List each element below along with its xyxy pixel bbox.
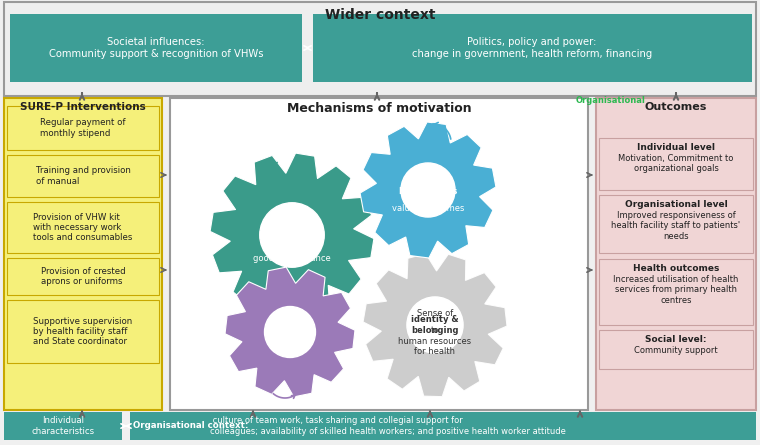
Text: Organisational: Organisational [576, 96, 646, 105]
Bar [7, 155, 159, 197]
Text: Sense of: Sense of [417, 308, 453, 317]
Text: Outcomes: Outcomes [644, 102, 708, 112]
Bar [170, 98, 588, 410]
Text: Motivation, Commitment to
organizational goals: Motivation, Commitment to organizational… [619, 154, 733, 174]
Text: Provision of VHW kit
with necessary work
tools and consumables: Provision of VHW kit with necessary work… [33, 213, 133, 243]
Text: Increased utilisation of health
services from primary health
centres: Increased utilisation of health services… [613, 275, 739, 305]
Text: SURE-P Interventions: SURE-P Interventions [20, 102, 146, 112]
Text: culture of team work, task sharing and collegial support for
colleagues; availab: culture of team work, task sharing and c… [210, 417, 566, 436]
Bar [4, 412, 122, 440]
Circle shape [407, 297, 463, 353]
Text: Wider context: Wider context [325, 8, 435, 22]
Text: Community support: Community support [634, 346, 717, 355]
Bar [599, 330, 753, 369]
Text: Individual level: Individual level [637, 143, 715, 152]
Text: of
good performance: of good performance [253, 243, 331, 263]
Bar [10, 14, 302, 82]
Text: Regular payment of
monthly stipend: Regular payment of monthly stipend [40, 118, 125, 138]
Polygon shape [225, 267, 355, 397]
Text: Provision of crested
aprons or uniforms: Provision of crested aprons or uniforms [41, 267, 125, 286]
Text: Individual
characteristics: Individual characteristics [31, 417, 94, 436]
Bar [4, 2, 756, 96]
Text: hopefulness: hopefulness [398, 186, 458, 195]
Text: happiness: happiness [265, 332, 315, 341]
Text: Organisational level: Organisational level [625, 200, 727, 209]
Text: of
valued outcomes: of valued outcomes [392, 193, 464, 213]
Bar [4, 98, 162, 410]
Text: Supportive supervision
by health facility staff
and State coordinator: Supportive supervision by health facilit… [33, 316, 133, 346]
Text: Feeling of: Feeling of [270, 321, 311, 331]
Bar [599, 138, 753, 190]
Polygon shape [210, 153, 374, 317]
Bar [7, 106, 159, 150]
Text: identity &
belonging: identity & belonging [411, 316, 459, 335]
Bar [130, 412, 756, 440]
Polygon shape [360, 122, 496, 258]
Text: confidence &
expectancy: confidence & expectancy [261, 228, 323, 248]
Bar [7, 258, 159, 295]
Text: Training and provision
of manual: Training and provision of manual [36, 166, 131, 186]
Bar [599, 259, 753, 325]
Bar [7, 300, 159, 363]
Text: Politics, policy and power:
change in government, health reform, financing: Politics, policy and power: change in go… [412, 37, 652, 59]
Bar [313, 14, 752, 82]
Text: to
human resources
for health: to human resources for health [398, 326, 471, 356]
Text: Improved responsiveness of
health facility staff to patients'
needs: Improved responsiveness of health facili… [612, 211, 740, 241]
Circle shape [264, 307, 315, 357]
Text: Organisational context:: Organisational context: [133, 421, 249, 430]
Polygon shape [363, 254, 507, 396]
Circle shape [401, 163, 455, 217]
Text: Social level:: Social level: [645, 335, 707, 344]
Circle shape [260, 203, 325, 267]
Text: Health outcomes: Health outcomes [633, 264, 719, 273]
Text: Feelings of: Feelings of [405, 177, 451, 186]
Text: Mechanisms of motivation: Mechanisms of motivation [287, 102, 471, 115]
Bar [7, 202, 159, 253]
Bar [596, 98, 756, 410]
Text: Feelings of: Feelings of [269, 222, 315, 231]
Text: Societal influences:
Community support & recognition of VHWs: Societal influences: Community support &… [49, 37, 263, 59]
Bar [599, 195, 753, 253]
